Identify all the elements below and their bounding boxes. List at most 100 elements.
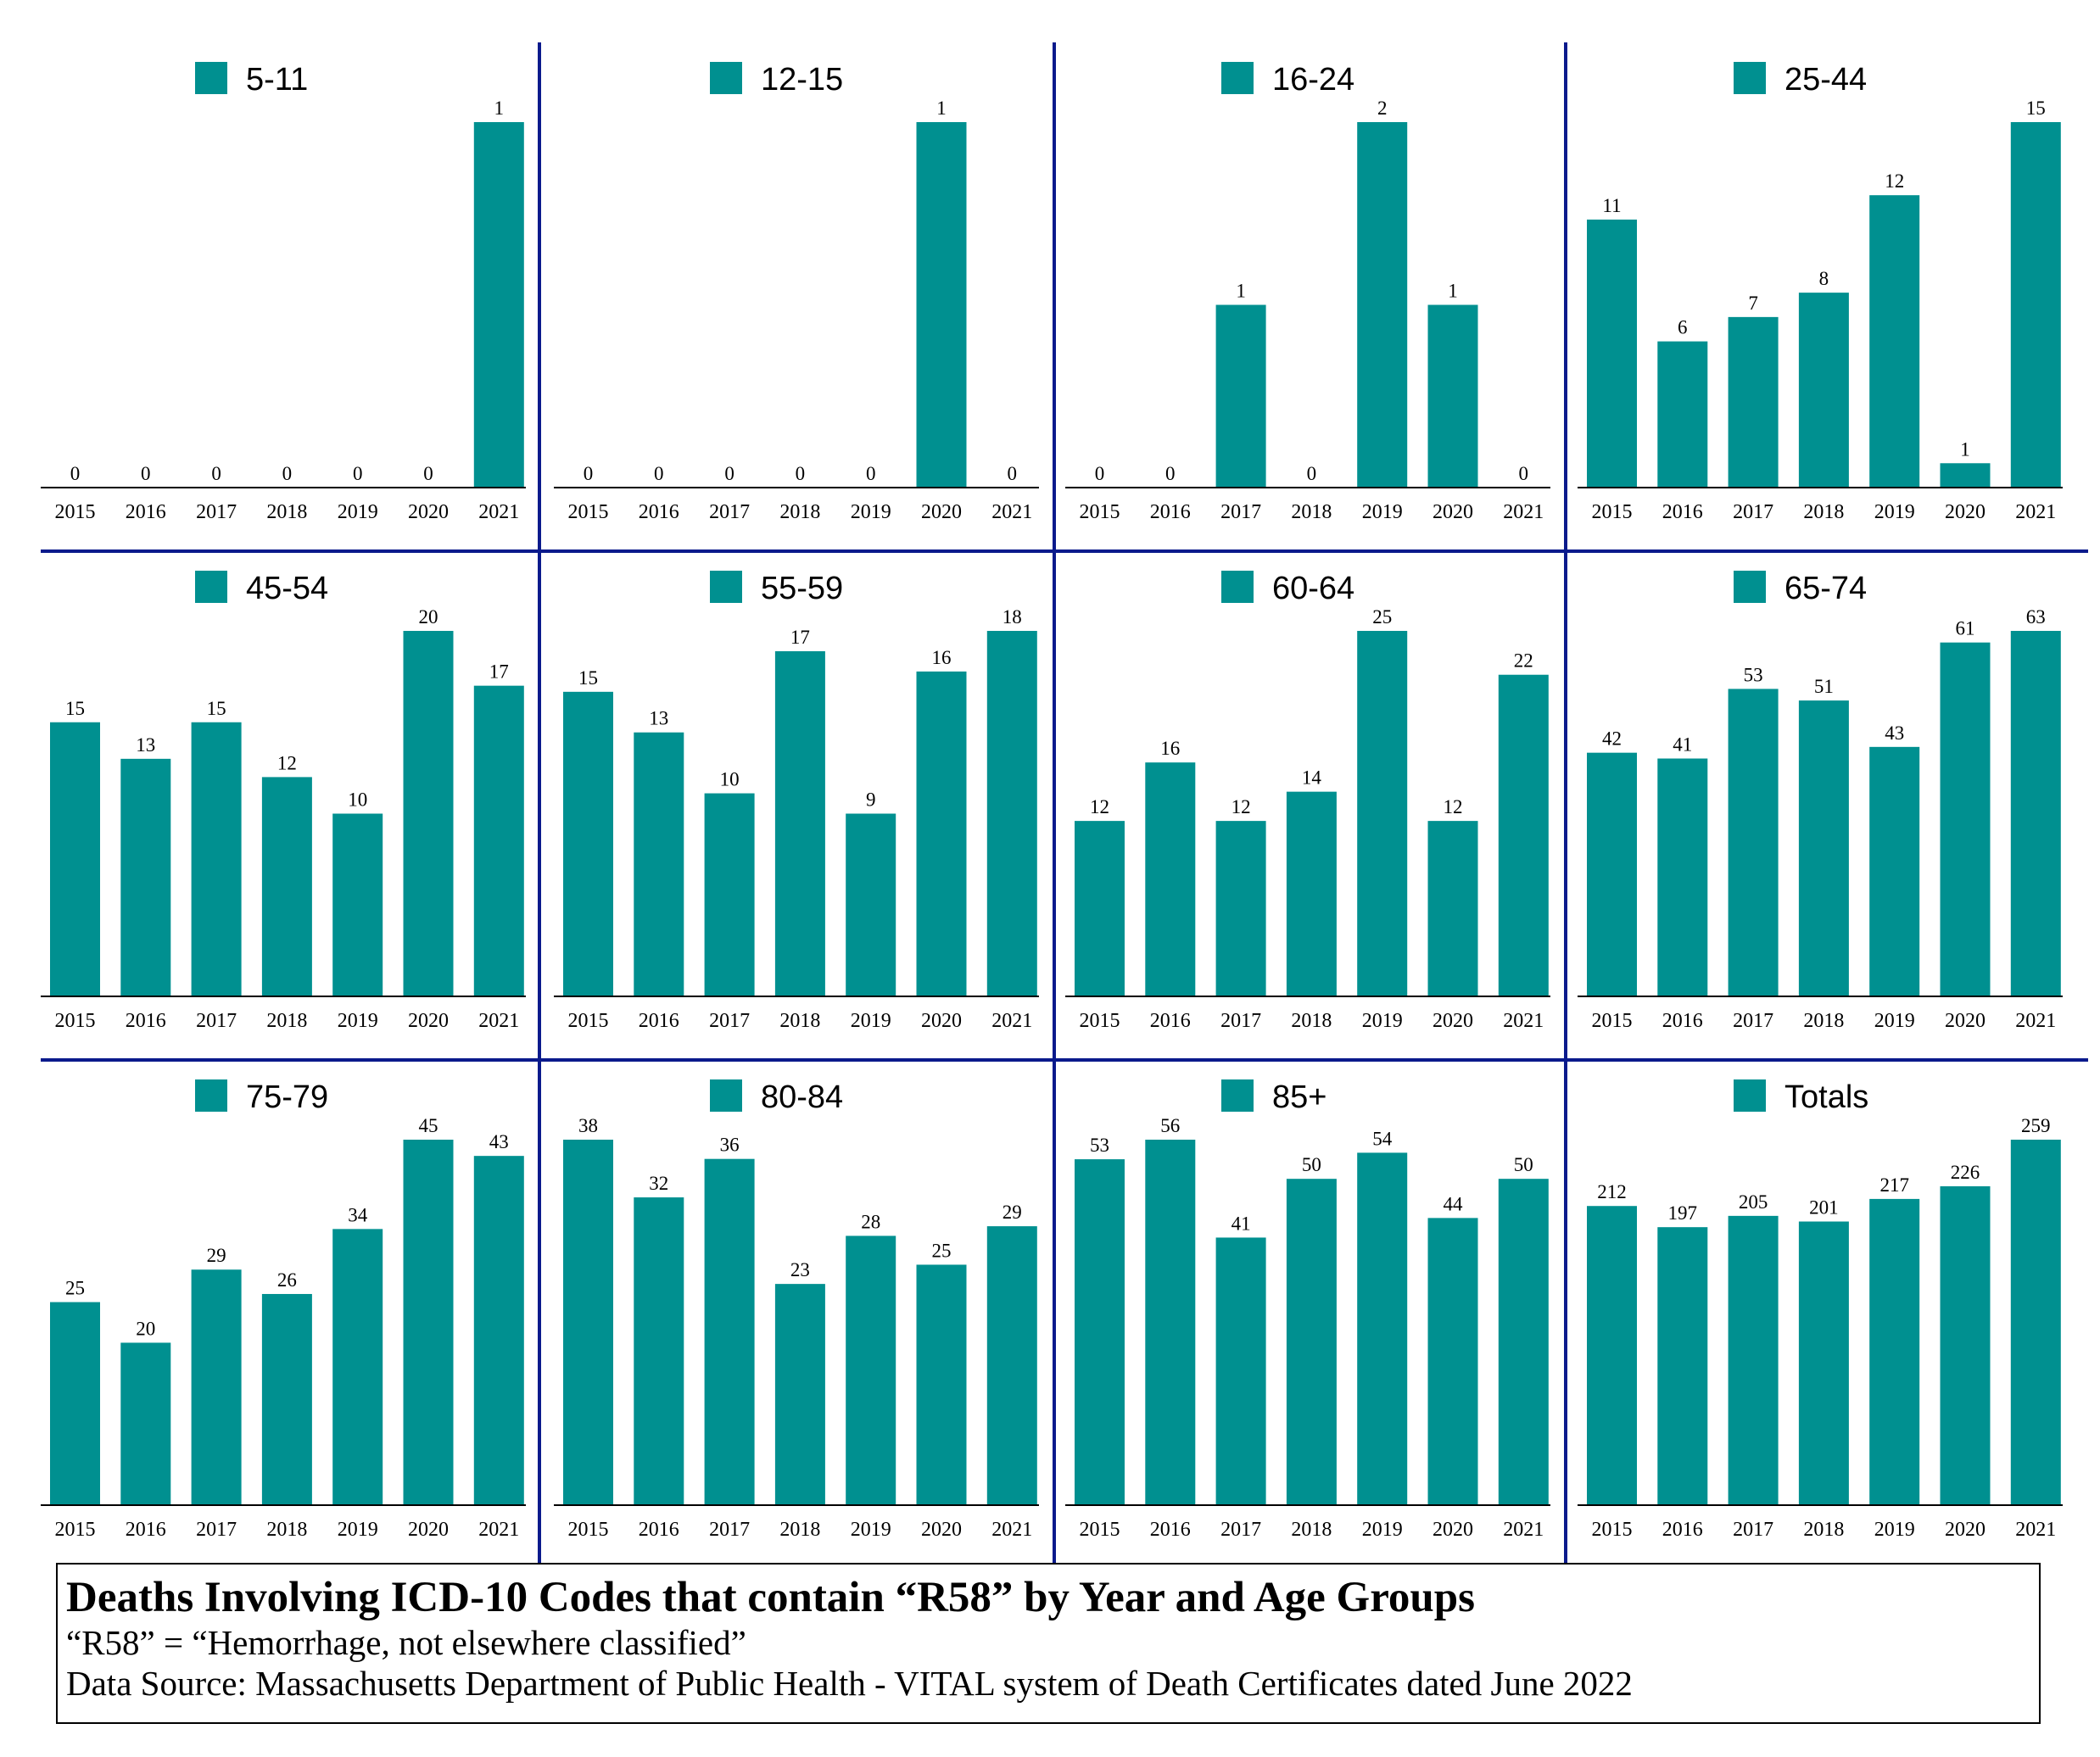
panel-2-tick-label-2015: 2015 (568, 501, 609, 523)
panel-11-data-label-2019: 54 (1372, 1128, 1393, 1149)
panel-6-data-label-2015: 15 (578, 667, 598, 689)
panel-5-bar-2017 (191, 722, 242, 996)
panel-10-data-label-2016: 32 (649, 1173, 668, 1194)
panel-10-bar-2015 (563, 1140, 613, 1505)
panel-11-bar-2020 (1427, 1218, 1478, 1505)
panel-12-data-label-2015: 212 (1597, 1181, 1627, 1202)
panel-12-data-label-2017: 205 (1739, 1191, 1768, 1213)
panel-8-data-label-2018: 51 (1814, 676, 1834, 697)
panel-10-bar-2019 (846, 1235, 896, 1505)
panel-9-legend-label: 75-79 (246, 1079, 328, 1115)
panel-8-data-label-2015: 42 (1602, 728, 1622, 750)
caption-box: Deaths Involving ICD-10 Codes that conta… (56, 1563, 2041, 1724)
panel-6-data-label-2016: 13 (649, 708, 668, 729)
panel-5-tick-label-2015: 2015 (55, 1010, 96, 1032)
panel-10-data-label-2018: 23 (790, 1259, 810, 1280)
panel-7-data-label-2019: 25 (1372, 606, 1392, 628)
panel-2-data-label-2015: 0 (584, 463, 594, 484)
panel-5-legend-swatch (195, 571, 227, 603)
panel-12-data-label-2019: 217 (1879, 1174, 1909, 1196)
panel-9-tick-label-2017: 2017 (196, 1519, 237, 1541)
panel-1-data-label-2017: 0 (211, 463, 221, 484)
panel-1-tick-label-2019: 2019 (338, 501, 378, 523)
panel-10-tick-label-2015: 2015 (568, 1519, 609, 1541)
panel-9-data-label-2016: 20 (136, 1318, 155, 1339)
panel-12-tick-label-2017: 2017 (1733, 1519, 1773, 1541)
panel-6-tick-label-2019: 2019 (851, 1010, 891, 1032)
panel-7-bar-2015 (1075, 821, 1125, 996)
panel-12-bar-2019 (1869, 1198, 1920, 1505)
panel-5-tick-label-2016: 2016 (126, 1010, 166, 1032)
panel-3-data-label-2021: 0 (1519, 463, 1529, 484)
panel-4-data-label-2018: 8 (1819, 268, 1829, 289)
panel-3-data-label-2017: 1 (1236, 281, 1246, 302)
panel-9-tick-label-2016: 2016 (126, 1519, 166, 1541)
panel-1-tick-label-2021: 2021 (478, 501, 519, 523)
panel-3-tick-label-2016: 2016 (1150, 501, 1191, 523)
panel-5-tick-label-2017: 2017 (196, 1010, 237, 1032)
panel-1-legend-label: 5-11 (246, 62, 308, 98)
panel-12-tick-label-2015: 2015 (1592, 1519, 1633, 1541)
panel-2-legend-label: 12-15 (761, 62, 843, 98)
panel-9-legend-swatch (195, 1079, 227, 1112)
panel-4-legend-swatch (1734, 62, 1766, 94)
panel-8-data-label-2021: 63 (2026, 606, 2046, 628)
panel-12-data-label-2021: 259 (2021, 1115, 2051, 1136)
panel-8-tick-label-2018: 2018 (1803, 1010, 1844, 1032)
panel-6-bar-2020 (916, 671, 967, 996)
panel-3-tick-label-2017: 2017 (1220, 501, 1261, 523)
panel-4-bar-2016 (1657, 341, 1708, 488)
panel-9-bar-2017 (191, 1269, 242, 1505)
panel-6-tick-label-2015: 2015 (568, 1010, 609, 1032)
panel-8-data-label-2016: 41 (1673, 734, 1692, 756)
panel-1-tick-label-2016: 2016 (126, 501, 166, 523)
panel-10-legend-swatch (710, 1079, 742, 1112)
panel-11-data-label-2018: 50 (1302, 1154, 1321, 1175)
panel-3-data-label-2015: 0 (1095, 463, 1105, 484)
panel-6-legend-swatch (710, 571, 742, 603)
panel-1-data-label-2018: 0 (282, 463, 293, 484)
panel-12-data-label-2018: 201 (1809, 1197, 1839, 1219)
panel-4-tick-label-2017: 2017 (1733, 501, 1773, 523)
panel-4-tick-label-2018: 2018 (1803, 501, 1844, 523)
panel-12-data-label-2016: 197 (1668, 1202, 1698, 1224)
panel-12-bar-2018 (1798, 1221, 1849, 1505)
panel-4-tick-label-2019: 2019 (1874, 501, 1915, 523)
panel-8-data-label-2020: 61 (1956, 618, 1975, 639)
panel-1-bar-2021 (473, 122, 524, 488)
panel-8-data-label-2017: 53 (1744, 664, 1763, 685)
panel-7-data-label-2017: 12 (1232, 796, 1251, 817)
panel-7-bar-2020 (1427, 821, 1478, 996)
panel-11-tick-label-2020: 2020 (1433, 1519, 1473, 1541)
panel-12-tick-label-2018: 2018 (1803, 1519, 1844, 1541)
panel-8-tick-label-2021: 2021 (2015, 1010, 2056, 1032)
panel-5-tick-label-2020: 2020 (408, 1010, 449, 1032)
panel-9-data-label-2021: 43 (489, 1131, 509, 1152)
caption-definition: “R58” = “Hemorrhage, not elsewhere class… (66, 1623, 746, 1662)
panel-2-data-label-2019: 0 (866, 463, 876, 484)
panel-7-bar-2018 (1286, 791, 1337, 996)
panel-12-bar-2020 (1940, 1185, 1991, 1505)
panel-10-bar-2020 (916, 1264, 967, 1505)
panel-4-bar-2020 (1940, 463, 1991, 488)
panel-8-bar-2015 (1587, 752, 1637, 996)
panel-7-legend-label: 60-64 (1272, 571, 1354, 606)
panel-3-data-label-2020: 1 (1448, 281, 1458, 302)
panel-2-bar-2020 (916, 122, 967, 488)
panel-9-tick-label-2015: 2015 (55, 1519, 96, 1541)
panel-2-data-label-2017: 0 (724, 463, 734, 484)
panel-6-tick-label-2017: 2017 (709, 1010, 750, 1032)
panel-10-data-label-2019: 28 (861, 1211, 880, 1232)
panel-9-tick-label-2019: 2019 (338, 1519, 378, 1541)
panel-10-tick-label-2017: 2017 (709, 1519, 750, 1541)
panel-9-tick-label-2020: 2020 (408, 1519, 449, 1541)
panel-10-bar-2021 (986, 1226, 1037, 1505)
panel-12-bar-2017 (1728, 1215, 1779, 1505)
panel-7-bar-2017 (1215, 821, 1266, 996)
panel-5-data-label-2021: 17 (489, 661, 509, 683)
panel-11-bar-2019 (1357, 1152, 1408, 1505)
panel-12-tick-label-2019: 2019 (1874, 1519, 1915, 1541)
panel-7-data-label-2015: 12 (1090, 796, 1109, 817)
panel-2-data-label-2018: 0 (796, 463, 806, 484)
panel-8-bar-2017 (1728, 689, 1779, 996)
